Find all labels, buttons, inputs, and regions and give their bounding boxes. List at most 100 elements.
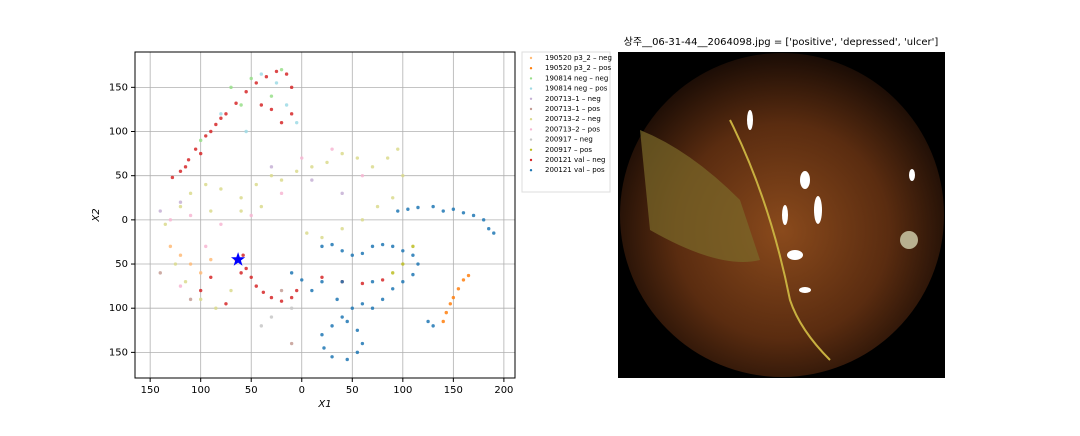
data-point xyxy=(289,306,294,310)
data-point xyxy=(295,120,299,125)
legend-box xyxy=(521,51,611,193)
data-point xyxy=(259,204,264,209)
data-point xyxy=(289,295,294,300)
image-panel xyxy=(618,52,945,378)
data-point xyxy=(380,278,385,282)
legend-marker xyxy=(529,128,533,131)
polyp xyxy=(900,231,918,249)
data-point xyxy=(471,213,476,218)
data-point xyxy=(279,178,284,182)
data-point xyxy=(345,319,349,324)
legend-marker xyxy=(529,118,533,121)
data-point xyxy=(183,280,188,284)
data-point xyxy=(355,156,360,160)
data-point xyxy=(481,218,486,222)
data-point xyxy=(360,251,365,256)
data-point xyxy=(492,231,496,235)
data-point xyxy=(269,173,274,178)
data-point xyxy=(385,156,390,160)
axes-frame xyxy=(134,51,516,379)
data-point xyxy=(269,107,274,112)
y-axis-label: X2 xyxy=(91,208,102,222)
data-point xyxy=(396,209,400,213)
data-point xyxy=(330,324,334,328)
data-point xyxy=(310,178,314,182)
highlight-star xyxy=(231,252,246,266)
data-point xyxy=(244,90,248,94)
data-point xyxy=(224,302,228,306)
data-point xyxy=(401,280,405,284)
legend-marker xyxy=(529,56,533,60)
data-point xyxy=(241,253,245,257)
data-point xyxy=(461,278,466,282)
data-point xyxy=(451,207,456,211)
data-point xyxy=(300,156,304,160)
data-point xyxy=(204,182,208,187)
data-point xyxy=(441,319,445,324)
data-point xyxy=(370,280,375,284)
data-point xyxy=(456,287,461,291)
mucosa-region xyxy=(640,130,760,262)
data-point xyxy=(261,290,266,295)
data-point xyxy=(198,288,203,293)
legend-label: 190520 p3_2 – neg xyxy=(545,54,612,62)
legend-marker xyxy=(529,97,533,101)
data-point xyxy=(274,69,279,74)
legend-label: 200713–2 – neg xyxy=(545,115,601,123)
data-point xyxy=(198,297,203,302)
legend-marker xyxy=(529,107,533,111)
data-point xyxy=(320,333,324,337)
data-point xyxy=(209,129,213,134)
data-point xyxy=(239,103,243,107)
data-point xyxy=(391,287,395,291)
data-point xyxy=(466,273,471,278)
data-point xyxy=(249,76,253,81)
data-point xyxy=(219,116,223,120)
data-point xyxy=(249,275,253,279)
data-point xyxy=(244,266,248,271)
data-point xyxy=(188,213,193,218)
data-point xyxy=(178,253,183,257)
data-point xyxy=(204,134,208,138)
legend-marker xyxy=(529,77,533,80)
scatter-plot: 150 100 50 0 50 100 150 200 150 100 50 0 50 100 150 xyxy=(109,51,516,396)
data-point xyxy=(239,271,243,275)
data-point xyxy=(186,158,191,162)
data-point xyxy=(229,288,233,293)
data-point xyxy=(335,297,339,302)
data-point xyxy=(289,341,294,346)
data-point xyxy=(178,204,183,209)
data-point xyxy=(401,262,405,266)
fold-line xyxy=(729,119,831,361)
x-tick-label: 50 xyxy=(245,385,258,396)
y-tick-label: 150 xyxy=(109,82,128,93)
legend-marker xyxy=(529,87,533,90)
data-point xyxy=(279,120,284,125)
data-point xyxy=(209,275,213,279)
data-point xyxy=(487,226,491,231)
data-point xyxy=(178,169,183,173)
data-point xyxy=(355,328,360,332)
data-point xyxy=(461,211,466,215)
data-point xyxy=(229,85,233,90)
data-point xyxy=(209,257,213,262)
data-point xyxy=(360,218,365,222)
data-point xyxy=(370,165,375,169)
image-title: 상주__06-31-44__2064098.jpg = ['positive',… xyxy=(624,36,939,48)
data-point xyxy=(178,200,183,204)
data-point xyxy=(158,209,162,213)
y-tick-label: 100 xyxy=(109,303,128,314)
data-point xyxy=(340,191,344,196)
data-point xyxy=(406,207,410,211)
data-point xyxy=(340,280,344,284)
y-tick-label: 150 xyxy=(109,347,128,358)
data-point xyxy=(350,253,354,257)
data-point xyxy=(284,72,289,76)
x-tick-label: 200 xyxy=(494,385,513,396)
data-point xyxy=(279,288,284,293)
data-point xyxy=(158,271,162,275)
data-point xyxy=(345,357,349,362)
data-point xyxy=(219,187,223,191)
data-point xyxy=(305,231,309,235)
data-point xyxy=(416,205,420,210)
